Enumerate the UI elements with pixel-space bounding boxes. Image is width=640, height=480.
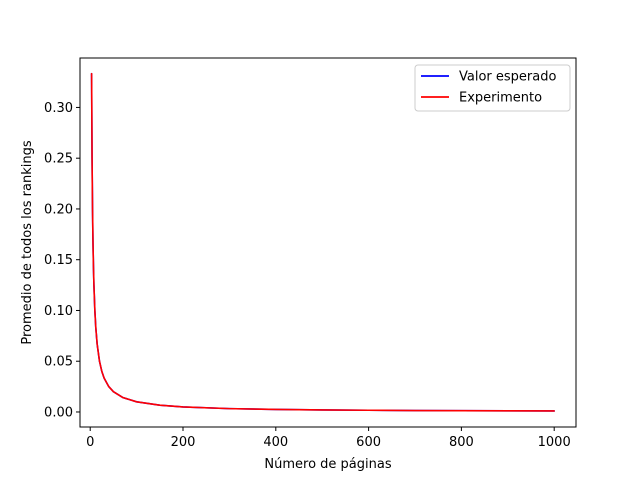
legend-box	[414, 64, 571, 112]
x-tick-label: 200	[171, 435, 196, 450]
plot-frame	[79, 57, 577, 428]
y-tick-label: 0.25	[44, 152, 73, 167]
y-tick-label: 0.15	[44, 253, 73, 268]
series-layer	[90, 72, 555, 412]
legend-label-experimento: Experimento	[459, 91, 542, 106]
y-tick-label: 0.05	[44, 355, 73, 370]
x-tick-label: 400	[263, 435, 288, 450]
y-tick-label: 0.00	[44, 405, 73, 420]
x-tick-label: 600	[356, 435, 381, 450]
legend: Valor esperado Experimento	[414, 64, 571, 112]
y-axis-label: Promedio de todos los rankings	[20, 140, 35, 344]
y-axis-ticks: 0.00 0.05 0.10 0.15 0.20 0.25 0.30	[44, 101, 80, 420]
x-axis-ticks: 0 200 400 600 800 1000	[86, 427, 571, 450]
legend-label-valor-esperado: Valor esperado	[459, 70, 556, 85]
y-tick-label: 0.20	[44, 202, 73, 217]
x-tick-label: 0	[86, 435, 94, 450]
y-tick-label: 0.10	[44, 304, 73, 319]
x-axis-label: Número de páginas	[264, 457, 391, 472]
series-line-experimento	[90, 72, 555, 412]
x-tick-label: 800	[449, 435, 474, 450]
x-tick-label: 1000	[538, 435, 571, 450]
y-tick-label: 0.30	[44, 101, 73, 116]
